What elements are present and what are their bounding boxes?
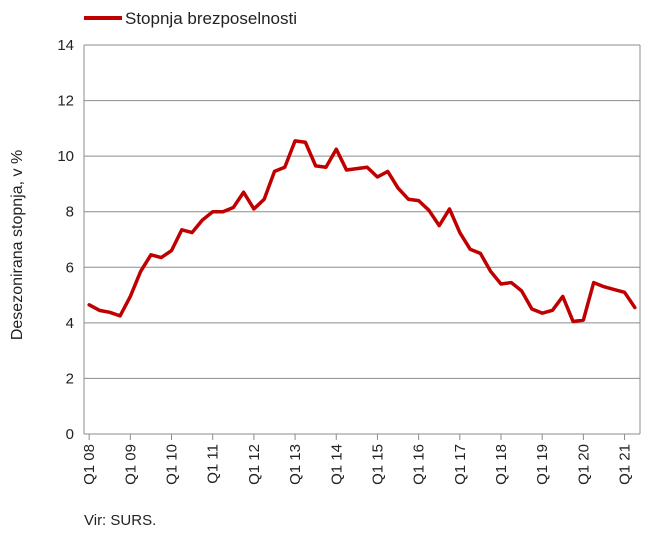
x-tick-label: Q1 14	[328, 444, 345, 485]
x-tick-label: Q1 13	[287, 444, 304, 485]
y-tick-label: 0	[66, 426, 74, 443]
x-tick-label: Q1 09	[122, 444, 139, 485]
x-tick-label: Q1 16	[411, 444, 428, 485]
legend: Stopnja brezposelnosti	[84, 9, 297, 28]
y-tick-label: 6	[66, 259, 74, 276]
x-tick-label: Q1 18	[493, 444, 510, 485]
y-tick-label: 8	[66, 204, 74, 221]
y-tick-label: 10	[57, 148, 74, 165]
x-tick-label: Q1 20	[575, 444, 592, 485]
y-axis-label: Desezonirana stopnja, v %	[9, 150, 26, 340]
y-tick-label: 4	[66, 315, 74, 332]
y-axis-ticks: 0 2 4 6 8 10 12 14	[57, 37, 74, 443]
y-tick-label: 14	[57, 37, 74, 54]
y-tick-label: 2	[66, 370, 74, 387]
axes	[83, 45, 641, 435]
x-tick-label: Q1 17	[452, 444, 469, 485]
x-tick-label: Q1 19	[534, 444, 551, 485]
x-tick-label: Q1 21	[617, 444, 634, 485]
x-tick-label: Q1 10	[164, 444, 181, 485]
y-tick-label: 12	[57, 93, 74, 110]
series-line-stopnja-brezposelnosti	[87, 139, 637, 324]
x-axis-ticks: Q1 08 Q1 09 Q1 10 Q1 11 Q1 12 Q1 13 Q1 14 Q1 15…	[81, 434, 634, 485]
x-tick-label: Q1 12	[246, 444, 263, 485]
legend-label: Stopnja brezposelnosti	[125, 9, 297, 28]
series-layer	[87, 139, 637, 324]
source-note: Vir: SURS.	[84, 512, 157, 529]
gridlines	[84, 44, 640, 379]
x-tick-label: Q1 11	[205, 444, 222, 484]
x-tick-label: Q1 08	[81, 444, 98, 485]
x-tick-label: Q1 15	[369, 444, 386, 485]
